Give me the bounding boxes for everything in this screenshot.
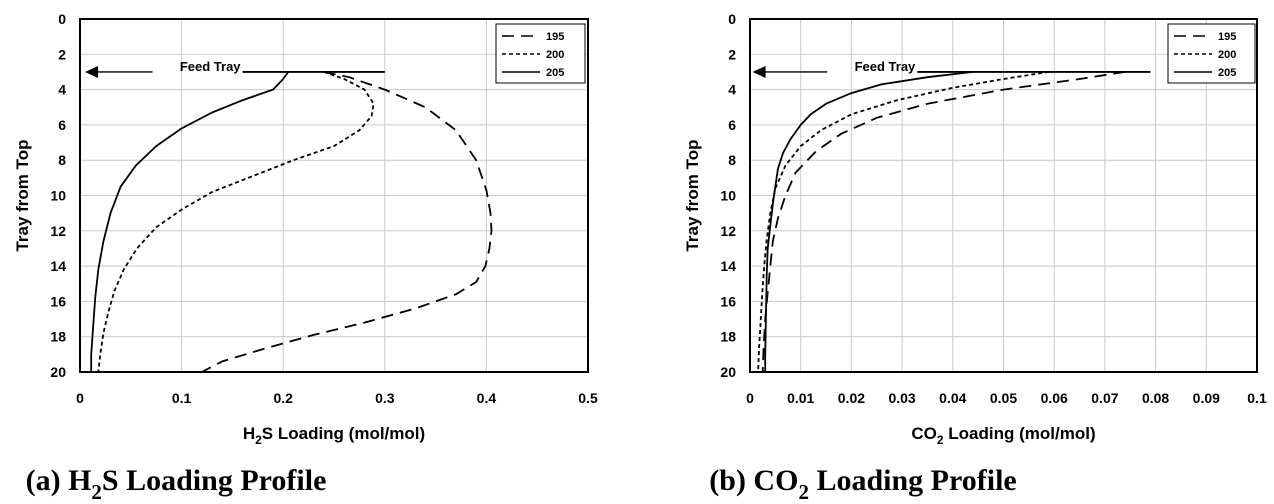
y-tick-label: 6 [58,117,66,133]
series-line-205 [90,71,290,372]
y-tick-label: 8 [58,152,66,168]
y-tick-label: 12 [50,223,66,239]
x-tick-label: 0.03 [888,390,915,406]
y-tick-label: 2 [58,46,66,62]
y-tick-label: 8 [728,152,736,168]
y-tick-label: 4 [728,82,736,98]
x-tick-label: 0.3 [375,390,395,406]
feed-tray-label: Feed Tray [180,59,241,74]
series-line-200 [757,71,1050,373]
legend-label: 195 [546,31,564,43]
x-tick-label: 0.02 [838,390,865,406]
x-tick-label: 0.01 [787,390,814,406]
x-tick-label: 0.1 [172,390,192,406]
feed-tray-label: Feed Tray [855,59,916,74]
legend-label: 200 [1218,49,1236,61]
y-tick-label: 18 [50,329,66,345]
x-tick-label: 0 [76,390,84,406]
y-tick-label: 2 [728,46,736,62]
x-tick-label: 0.08 [1142,390,1169,406]
y-tick-label: 16 [50,293,66,309]
legend-label: 200 [546,49,564,61]
chart-caption: (b) CO2 Loading Profile [709,464,1016,504]
legend-label: 195 [1218,31,1236,43]
y-tick-label: 20 [720,364,736,380]
plot-frame [749,18,1258,373]
series-line-205 [764,71,974,372]
y-tick-label: 16 [720,293,736,309]
feed-tray-arrowhead [85,65,99,78]
chart-co2-loading: 0 0.01 0.02 0.03 0.04 0.05 0.06 0.07 0.08 0.09 0.1… [683,11,1267,504]
x-tick-label: 0.5 [578,390,598,406]
x-tick-label: 0.05 [990,390,1017,406]
series-line-200 [97,71,375,373]
legend-label: 205 [1218,67,1236,79]
x-tick-label: 0.4 [477,390,497,406]
x-axis-title: CO2 Loading (mol/mol) [911,424,1095,447]
y-tick-label: 10 [720,188,736,204]
x-tick-label: 0.07 [1091,390,1118,406]
y-tick-label: 6 [728,117,736,133]
y-tick-label: 4 [58,82,66,98]
x-tick-label: 0.09 [1193,390,1220,406]
x-tick-label: 0 [746,390,754,406]
feed-tray-arrowhead [752,65,766,78]
chart-caption: (a) H2S Loading Profile [26,464,327,504]
x-tick-label: 0.06 [1041,390,1068,406]
legend-label: 205 [546,67,564,79]
y-tick-label: 12 [720,223,736,239]
y-tick-label: 18 [720,329,736,345]
x-axis-title: H2S Loading (mol/mol) [243,424,425,447]
y-tick-label: 14 [50,258,66,274]
y-tick-label: 14 [720,258,736,274]
y-tick-label: 20 [50,364,66,380]
series-line-195 [201,71,493,373]
y-tick-label: 0 [728,11,736,27]
chart-h2s-loading: 0 0.1 0.2 0.3 0.4 0.5 0 2 4 6 8 10 12 14 16 18 20 H2S Loa… [13,11,598,504]
plot-frame [79,18,589,373]
y-tick-label: 0 [58,11,66,27]
y-axis-title: Tray from Top [13,139,32,251]
y-axis-title: Tray from Top [683,139,702,251]
y-tick-label: 10 [50,188,66,204]
x-tick-label: 0.2 [273,390,293,406]
series-line-195 [761,71,1126,373]
x-tick-label: 0.04 [939,390,966,406]
x-tick-label: 0.1 [1247,390,1267,406]
